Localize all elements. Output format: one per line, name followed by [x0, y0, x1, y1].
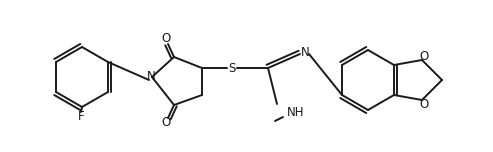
Text: O: O: [420, 50, 428, 62]
Text: N: N: [146, 71, 155, 83]
Text: S: S: [228, 62, 236, 74]
Text: N: N: [301, 45, 310, 59]
Text: NH: NH: [287, 105, 305, 119]
Text: O: O: [420, 97, 428, 111]
Text: F: F: [78, 109, 84, 123]
Text: O: O: [161, 116, 171, 130]
Text: O: O: [161, 33, 171, 45]
